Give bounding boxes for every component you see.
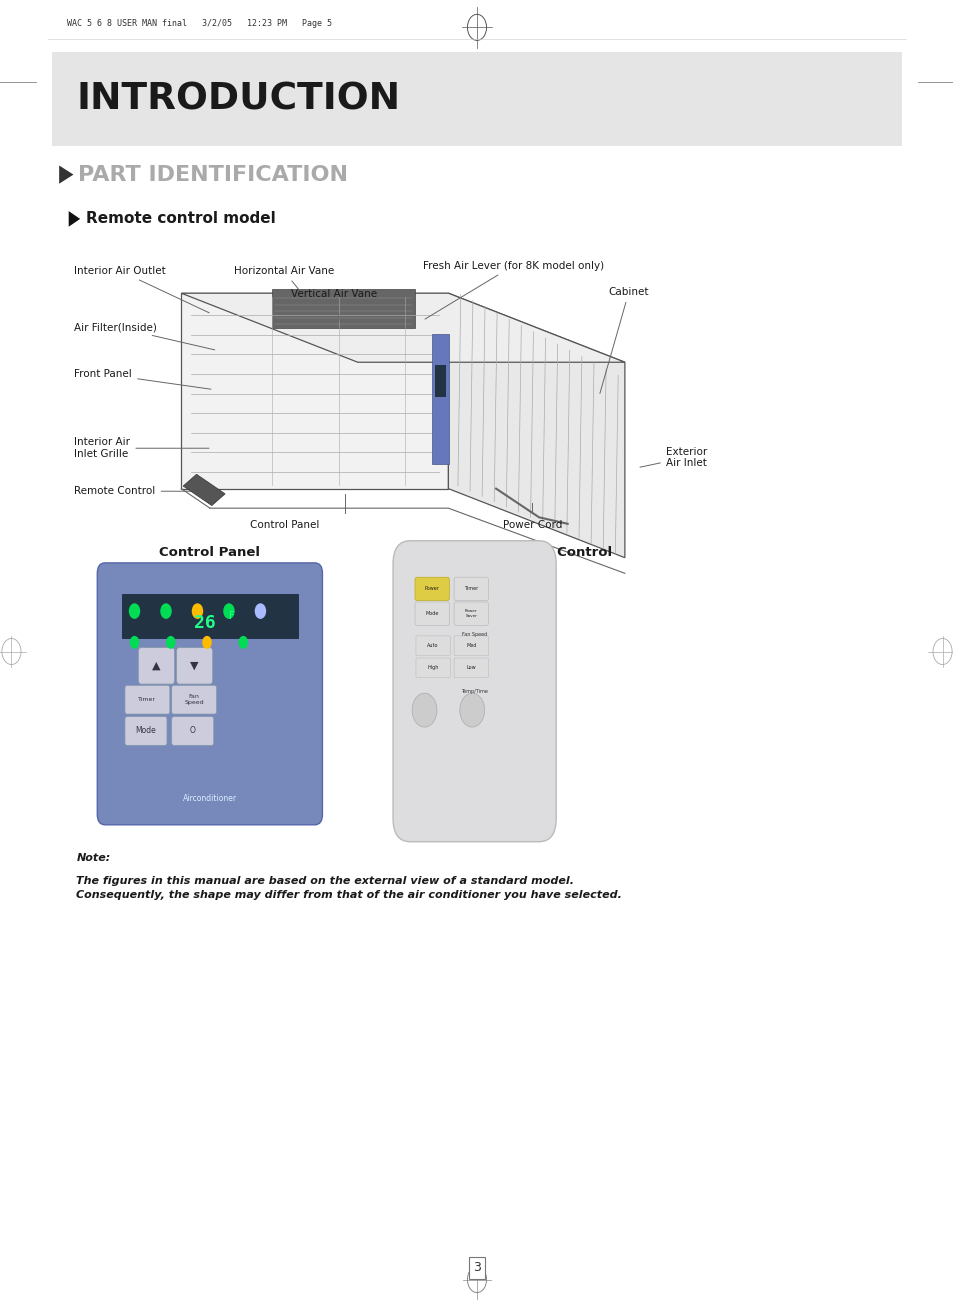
Text: Front Panel: Front Panel	[74, 369, 211, 390]
FancyBboxPatch shape	[138, 648, 174, 684]
Circle shape	[202, 636, 212, 649]
Text: High: High	[427, 666, 438, 670]
Text: Med: Med	[466, 644, 476, 648]
Text: Remote Control: Remote Control	[74, 486, 199, 496]
Bar	[432, 334, 449, 464]
Text: 26: 26	[194, 614, 215, 632]
Bar	[122, 594, 297, 638]
FancyBboxPatch shape	[454, 636, 488, 655]
Circle shape	[254, 603, 266, 619]
Text: Airconditioner: Airconditioner	[183, 795, 236, 803]
Polygon shape	[448, 293, 624, 558]
Text: Timer: Timer	[464, 586, 477, 592]
FancyBboxPatch shape	[125, 717, 167, 745]
Text: Remote Control: Remote Control	[495, 546, 611, 559]
Polygon shape	[272, 289, 415, 328]
Text: Interior Air
Inlet Grille: Interior Air Inlet Grille	[74, 438, 209, 459]
Text: Power
Saver: Power Saver	[464, 610, 477, 618]
FancyBboxPatch shape	[393, 541, 556, 842]
Text: WAC 5 6 8 USER MAN final   3/2/05   12:23 PM   Page 5: WAC 5 6 8 USER MAN final 3/2/05 12:23 PM…	[67, 20, 332, 27]
Text: Horizontal Air Vane: Horizontal Air Vane	[233, 266, 334, 313]
Text: Mode: Mode	[425, 611, 438, 616]
Polygon shape	[181, 293, 624, 362]
Polygon shape	[69, 211, 80, 227]
Text: INTRODUCTION: INTRODUCTION	[76, 81, 400, 117]
FancyBboxPatch shape	[415, 602, 449, 625]
Text: Control Panel: Control Panel	[250, 520, 318, 530]
Polygon shape	[181, 293, 448, 489]
FancyBboxPatch shape	[454, 602, 488, 625]
Circle shape	[160, 603, 172, 619]
FancyBboxPatch shape	[454, 577, 488, 601]
Text: Temp/Time: Temp/Time	[460, 689, 487, 694]
Text: PART IDENTIFICATION: PART IDENTIFICATION	[78, 164, 348, 185]
Polygon shape	[183, 474, 225, 506]
Text: Low: Low	[466, 666, 476, 670]
FancyBboxPatch shape	[454, 658, 488, 678]
Text: F: F	[229, 611, 234, 622]
Text: The figures in this manual are based on the external view of a standard model.
C: The figures in this manual are based on …	[76, 876, 621, 900]
FancyBboxPatch shape	[416, 636, 450, 655]
Text: ▲: ▲	[152, 661, 160, 671]
Text: Fan
Speed: Fan Speed	[184, 694, 204, 705]
Text: Vertical Air Vane: Vertical Air Vane	[291, 289, 376, 324]
Circle shape	[130, 636, 139, 649]
Text: Air Filter(Inside): Air Filter(Inside)	[74, 322, 214, 351]
Text: Timer: Timer	[138, 697, 156, 702]
Circle shape	[129, 603, 140, 619]
FancyBboxPatch shape	[416, 658, 450, 678]
Text: Mode: Mode	[135, 727, 156, 735]
Circle shape	[459, 693, 484, 727]
FancyBboxPatch shape	[125, 685, 170, 714]
Circle shape	[412, 693, 436, 727]
Circle shape	[223, 603, 234, 619]
Text: Cabinet: Cabinet	[599, 287, 648, 394]
FancyBboxPatch shape	[172, 717, 213, 745]
Text: Power Cord: Power Cord	[502, 520, 561, 530]
FancyBboxPatch shape	[176, 648, 213, 684]
Text: O: O	[190, 727, 195, 735]
Circle shape	[166, 636, 175, 649]
Polygon shape	[59, 165, 73, 184]
Circle shape	[238, 636, 248, 649]
Text: Interior Air Outlet: Interior Air Outlet	[74, 266, 209, 313]
Text: Remote control model: Remote control model	[86, 211, 275, 227]
FancyBboxPatch shape	[172, 685, 216, 714]
Circle shape	[192, 603, 203, 619]
Text: Exterior
Air Inlet: Exterior Air Inlet	[639, 447, 706, 468]
Bar	[435, 365, 446, 397]
Bar	[52, 52, 901, 146]
Text: Control Panel: Control Panel	[159, 546, 260, 559]
Text: Note:: Note:	[76, 853, 111, 864]
Text: Power: Power	[424, 586, 439, 592]
FancyBboxPatch shape	[415, 577, 449, 601]
Text: 3: 3	[473, 1261, 480, 1274]
Text: Auto: Auto	[427, 644, 438, 648]
Text: Fan Speed: Fan Speed	[461, 632, 486, 637]
Text: Fresh Air Lever (for 8K model only): Fresh Air Lever (for 8K model only)	[422, 261, 603, 319]
Text: ▼: ▼	[191, 661, 198, 671]
FancyBboxPatch shape	[97, 563, 322, 825]
